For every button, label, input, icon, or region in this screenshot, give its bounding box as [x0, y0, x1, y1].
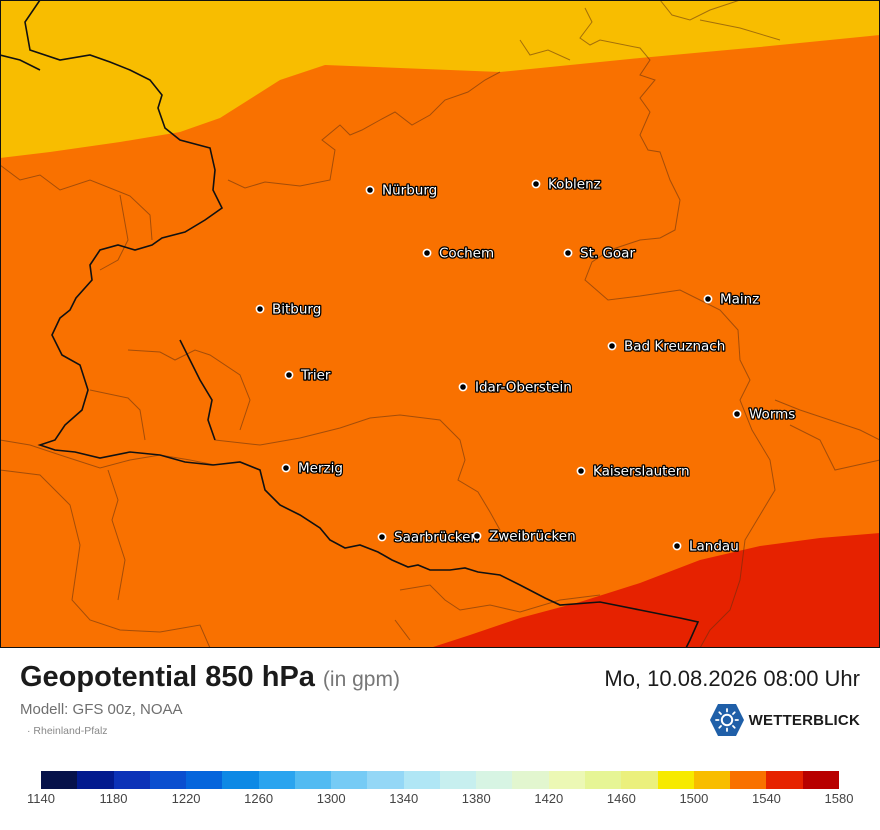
color-scale-step [149, 771, 187, 789]
city-label: Landau [689, 539, 739, 555]
color-scale-step [693, 771, 731, 789]
color-scale-step [186, 771, 223, 789]
color-scale-step [222, 771, 259, 789]
city-label: Koblenz [548, 177, 601, 193]
city-label: Idar-Oberstein [475, 380, 572, 396]
city-label: Merzig [298, 461, 343, 477]
model-info: Modell: GFS 00z, NOAA [20, 701, 183, 718]
city-marker[interactable]: St. Goar [563, 244, 637, 263]
city-marker[interactable]: Idar-Oberstein [458, 378, 573, 397]
country-borders [0, 0, 700, 648]
brand-logo[interactable]: WETTERBLICK [709, 703, 860, 737]
city-label: Worms [749, 407, 795, 423]
city-marker[interactable]: Cochem [422, 244, 495, 263]
city-markers: Nürburg Koblenz Cochem St. Goar Mainz Bitburg… [255, 175, 797, 556]
district-boundaries [0, 0, 880, 648]
scale-tick-label: 1540 [751, 791, 781, 806]
city-marker[interactable]: Nürburg [365, 181, 439, 200]
city-label: Bitburg [272, 302, 321, 318]
scale-tick-label: 1220 [171, 791, 201, 806]
city-marker[interactable]: Bad Kreuznach [607, 337, 727, 356]
city-marker[interactable]: Worms [732, 405, 797, 424]
scale-tick-label: 1300 [316, 791, 346, 806]
title-text: Geopotential 850 hPa [20, 661, 315, 693]
city-label: Bad Kreuznach [624, 339, 725, 355]
city-label: Kaiserslautern [593, 464, 690, 480]
city-marker[interactable]: Kaiserslautern [576, 462, 691, 481]
color-scale-step [331, 771, 368, 789]
scale-tick-label: 1340 [389, 791, 419, 806]
city-dot [672, 541, 682, 551]
scale-tick-label: 1260 [244, 791, 274, 806]
city-dot [281, 463, 291, 473]
city-label: Saarbrücken [394, 530, 479, 546]
city-dot [365, 185, 375, 195]
city-dot [472, 531, 482, 541]
color-scale-step [766, 771, 803, 789]
color-scale-step [584, 771, 622, 789]
color-scale-step [77, 771, 114, 789]
map-canvas: Nürburg Koblenz Cochem St. Goar Mainz Bitburg… [0, 0, 880, 648]
map-title: Geopotential 850 hPa (in gpm) [20, 661, 400, 694]
field-1500-1520 [0, 0, 880, 158]
color-scale-step [802, 771, 839, 789]
scale-tick-label: 1380 [461, 791, 491, 806]
city-dot [607, 341, 617, 351]
color-scale-step [258, 771, 295, 789]
city-dot [576, 466, 586, 476]
forecast-datetime: Mo, 10.08.2026 08:00 Uhr [604, 666, 860, 691]
color-scale-step [476, 771, 513, 789]
city-marker[interactable]: Mainz [703, 290, 761, 309]
city-dot [531, 179, 541, 189]
scale-tick-label: 1460 [606, 791, 636, 806]
legend-footer: Geopotential 850 hPa (in gpm) Mo, 10.08.2… [0, 648, 880, 830]
city-dot [377, 532, 387, 542]
scale-tick-label: 1140 [27, 791, 55, 806]
city-label: Trier [300, 368, 331, 384]
city-marker[interactable]: Bitburg [255, 300, 323, 319]
color-scale-step [439, 771, 477, 789]
scale-tick-label: 1180 [99, 791, 128, 806]
city-dot [458, 382, 468, 392]
city-label: Nürburg [382, 183, 437, 199]
city-dot [563, 248, 573, 258]
scale-tick-label: 1580 [824, 791, 854, 806]
color-scale-ticks: 1140 1180 1220 1260 1300 1340 1380 1420 1460 1500… [0, 791, 880, 811]
color-scale-step [403, 771, 440, 789]
color-scale-step [657, 771, 694, 789]
color-scale-step [41, 771, 78, 789]
color-scale-step [294, 771, 332, 789]
scale-tick-label: 1500 [679, 791, 709, 806]
sun-hexagon-icon [709, 704, 744, 736]
city-dot [284, 370, 294, 380]
color-scale-step [512, 771, 549, 789]
city-marker[interactable]: Landau [672, 537, 740, 556]
field-1540-1560 [430, 533, 880, 648]
city-label: Mainz [720, 292, 759, 308]
title-unit: (in gpm) [322, 668, 400, 691]
city-marker[interactable]: Koblenz [531, 175, 602, 194]
city-marker[interactable]: Trier [284, 366, 332, 385]
color-scale-step [730, 771, 767, 789]
color-scale-step [621, 771, 658, 789]
color-scale-step [113, 771, 150, 789]
weather-map: Nürburg Koblenz Cochem St. Goar Mainz Bitburg… [0, 0, 880, 648]
city-marker[interactable]: Zweibrücken [472, 527, 577, 546]
region-name: · Rheinland-Pfalz [27, 725, 108, 737]
city-dot [732, 409, 742, 419]
color-scale [41, 771, 839, 789]
city-label: Cochem [439, 246, 494, 262]
city-marker[interactable]: Merzig [281, 459, 344, 478]
color-scale-step [367, 771, 404, 789]
city-dot [255, 304, 265, 314]
color-scale-step [548, 771, 585, 789]
brand-name: WETTERBLICK [748, 711, 860, 729]
city-label: St. Goar [580, 246, 635, 262]
city-marker[interactable]: Saarbrücken [377, 528, 480, 547]
city-label: Zweibrücken [489, 529, 576, 545]
city-dot [703, 294, 713, 304]
city-dot [422, 248, 432, 258]
scale-tick-label: 1420 [534, 791, 564, 806]
